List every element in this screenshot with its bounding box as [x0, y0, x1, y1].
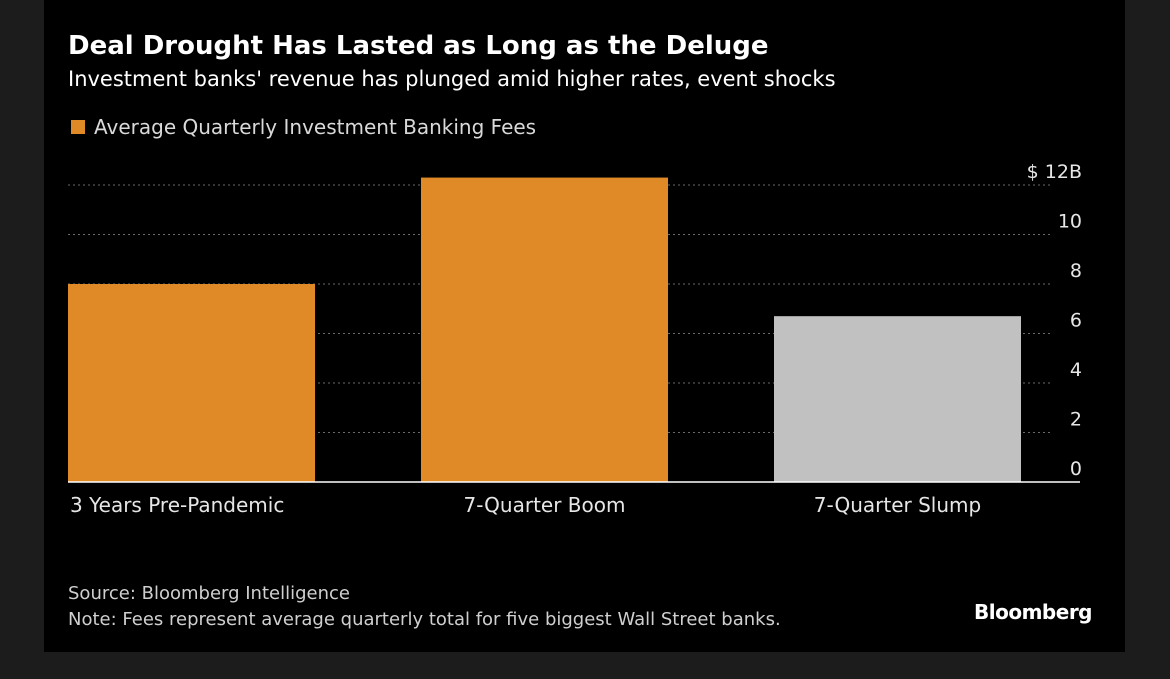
legend: Average Quarterly Investment Banking Fee… [71, 113, 536, 141]
bar [68, 284, 315, 482]
bar [421, 177, 668, 482]
x-tick-label: 7-Quarter Boom [464, 493, 626, 517]
x-tick-label: 7-Quarter Slump [814, 493, 981, 517]
x-tick-label: 3 Years Pre-Pandemic [70, 493, 284, 517]
y-tick-label: 10 [1058, 211, 1082, 233]
y-tick-label: 0 [1070, 458, 1082, 480]
legend-label: Average Quarterly Investment Banking Fee… [94, 115, 537, 139]
y-tick-label: 4 [1070, 359, 1082, 381]
y-tick-label: $ 12B [1027, 161, 1082, 183]
chart-panel: Deal Drought Has Lasted as Long as the D… [44, 0, 1125, 652]
source-note: Source: Bloomberg Intelligence [68, 583, 350, 604]
legend-swatch [71, 120, 85, 134]
y-tick-label: 6 [1070, 310, 1082, 332]
bar-chart: 0 2 4 6 8 10 $ 12B 3 Years Pre-Pandemic 7-Quarte… [68, 161, 1082, 517]
y-tick-label: 8 [1070, 260, 1082, 282]
chart-footer: Source: Bloomberg Intelligence Note: Fee… [68, 581, 781, 633]
bloomberg-logo: Bloomberg [974, 600, 1092, 624]
y-tick-label: 2 [1070, 409, 1082, 431]
chart-subtitle: Investment banks' revenue has plunged am… [68, 67, 836, 91]
bar [774, 316, 1021, 482]
chart-title: Deal Drought Has Lasted as Long as the D… [68, 31, 769, 61]
footnote: Note: Fees represent average quarterly t… [68, 609, 781, 630]
